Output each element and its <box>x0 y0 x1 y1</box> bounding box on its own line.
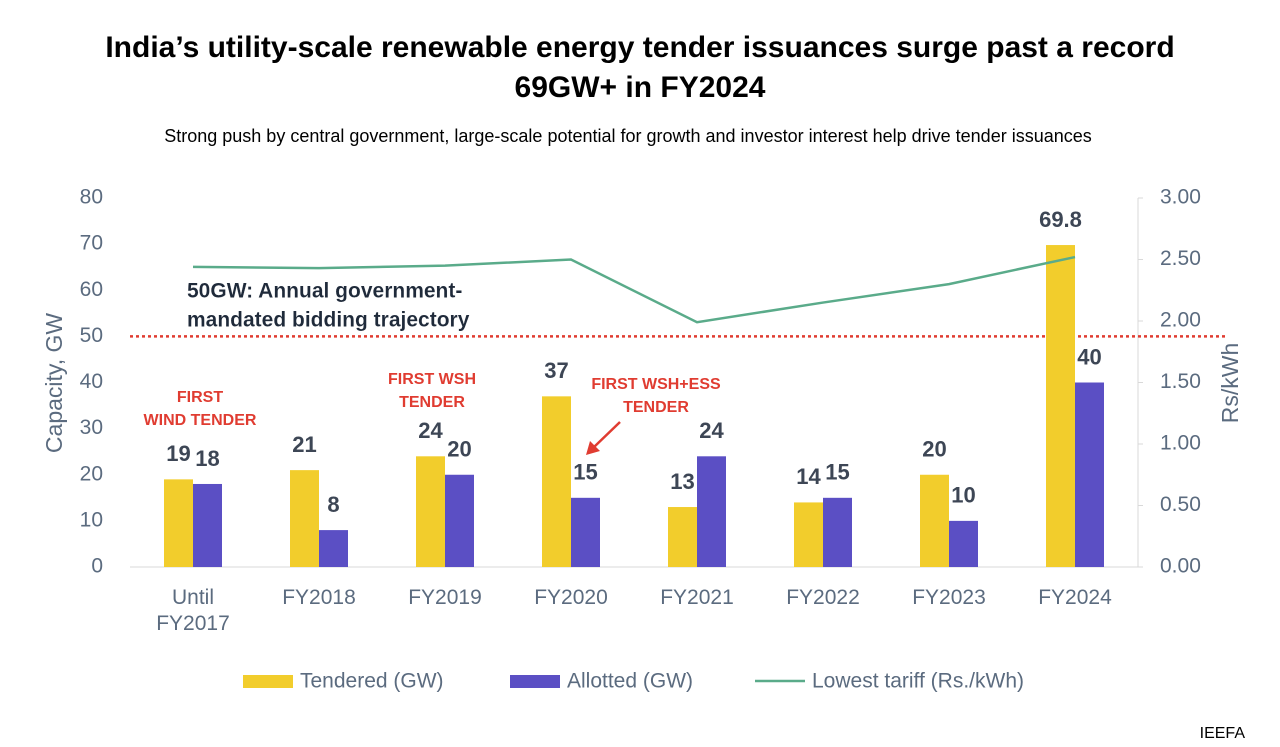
value-label: 20 <box>447 437 471 462</box>
bar <box>697 456 726 567</box>
value-label: 40 <box>1077 344 1101 369</box>
y-tick-label: 30 <box>80 416 103 439</box>
value-label: 19 <box>166 441 190 466</box>
value-label: 10 <box>951 483 975 508</box>
reference-label: mandated bidding trajectory <box>187 309 470 332</box>
value-label: 24 <box>699 418 724 443</box>
reference-label: 50GW: Annual government- <box>187 280 462 303</box>
x-tick-label: FY2018 <box>282 586 356 609</box>
bar <box>668 507 697 567</box>
legend-label: Tendered (GW) <box>300 670 444 693</box>
y-tick-label: 80 <box>80 186 103 209</box>
y2-tick-label: 2.50 <box>1160 247 1201 270</box>
y-axis-title: Capacity, GW <box>41 313 67 453</box>
annotation: FIRST <box>177 389 223 406</box>
legend-label: Allotted (GW) <box>567 670 693 693</box>
bar <box>1046 245 1075 568</box>
x-label-box: FY2018 <box>282 586 356 609</box>
y-tick-label: 50 <box>80 324 103 347</box>
bar <box>1075 382 1104 567</box>
source: IEEFA <box>1200 725 1246 742</box>
value-label: 14 <box>796 464 821 489</box>
annotation: FIRST WSH <box>388 371 476 388</box>
x-tick-label: FY2019 <box>408 586 482 609</box>
value-label: 13 <box>670 469 694 494</box>
x-label-box: FY2022 <box>786 586 860 609</box>
bar <box>542 396 571 567</box>
x-label-box: FY2020 <box>534 586 608 609</box>
bar <box>823 497 852 567</box>
y2-tick-label: 1.50 <box>1160 370 1201 393</box>
value-label: 15 <box>825 460 849 485</box>
value-label: 18 <box>195 446 219 471</box>
x-tick-label: FY2024 <box>1038 586 1112 609</box>
bar <box>571 497 600 567</box>
value-label: 24 <box>418 418 443 443</box>
y-tick-label: 60 <box>80 278 103 301</box>
x-label-box: FY2023 <box>912 586 986 609</box>
y2-tick-label: 1.00 <box>1160 432 1201 455</box>
legend-swatch <box>510 675 560 688</box>
value-label: 69.8 <box>1039 207 1082 232</box>
bar <box>794 502 823 567</box>
bar <box>445 474 474 567</box>
y2-tick-label: 0.50 <box>1160 493 1201 516</box>
bar <box>290 470 319 567</box>
arrow-head <box>586 441 600 455</box>
bar <box>949 520 978 567</box>
y-tick-label: 10 <box>80 508 103 531</box>
subtitle: Strong push by central government, large… <box>164 126 1092 146</box>
y2-tick-label: 0.00 <box>1160 555 1201 578</box>
tariff-line <box>192 255 1076 324</box>
legend-label: Lowest tariff (Rs./kWh) <box>812 670 1024 693</box>
x-tick-label: Until FY2017 <box>156 586 230 635</box>
y-tick-label: 0 <box>91 555 103 578</box>
bar <box>920 474 949 567</box>
x-label-box: Until FY2017 <box>156 586 230 635</box>
bar <box>319 530 348 567</box>
annotation: TENDER <box>399 394 465 411</box>
y-tick-label: 70 <box>80 232 103 255</box>
title-box: India’s utility-scale renewable energy t… <box>105 31 1175 104</box>
y2-tick-label: 3.00 <box>1160 186 1201 209</box>
chart-title: India’s utility-scale renewable energy t… <box>105 31 1175 104</box>
x-label-box: FY2019 <box>408 586 482 609</box>
y2-tick-label: 2.00 <box>1160 309 1201 332</box>
arrow <box>592 421 621 449</box>
x-label-box: FY2024 <box>1038 586 1112 609</box>
y-tick-label: 20 <box>80 462 103 485</box>
value-label: 20 <box>922 437 946 462</box>
annotation: WIND TENDER <box>144 412 257 429</box>
value-label: 21 <box>292 432 316 457</box>
bar <box>164 479 193 567</box>
x-label-box: FY2021 <box>660 586 734 609</box>
x-tick-label: FY2023 <box>912 586 986 609</box>
value-label: 15 <box>573 460 597 485</box>
annotation: TENDER <box>623 399 689 416</box>
value-label: 37 <box>544 358 568 383</box>
x-tick-label: FY2020 <box>534 586 608 609</box>
annotation: FIRST WSH+ESS <box>591 376 721 393</box>
bar <box>416 456 445 567</box>
x-tick-label: FY2021 <box>660 586 734 609</box>
value-label: 8 <box>327 492 339 517</box>
legend-swatch <box>243 675 293 688</box>
bar <box>193 483 222 567</box>
y-tick-label: 40 <box>80 370 103 393</box>
x-tick-label: FY2022 <box>786 586 860 609</box>
y2-axis-title: Rs/kWh <box>1217 343 1243 424</box>
